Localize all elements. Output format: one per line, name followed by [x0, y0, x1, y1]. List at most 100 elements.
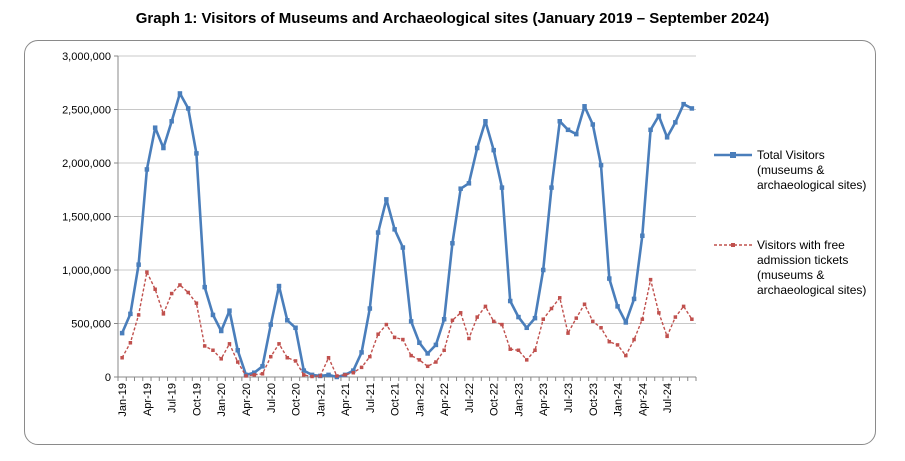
data-point-1: [574, 316, 579, 320]
data-point-0: [540, 267, 546, 273]
data-point-0: [351, 368, 356, 373]
legend-symbol-total: [714, 152, 752, 158]
data-point-1: [227, 342, 232, 346]
data-point-0: [417, 340, 422, 346]
chart-title: Graph 1: Visitors of Museums and Archaeo…: [135, 10, 770, 27]
legend-symbol-free: [714, 243, 752, 247]
data-point-0: [227, 308, 232, 313]
data-point-1: [293, 359, 298, 363]
data-point-1: [252, 373, 256, 377]
data-point-0: [136, 262, 141, 267]
data-point-1: [128, 341, 133, 345]
data-point-1: [541, 317, 545, 321]
data-point-0: [507, 298, 513, 304]
x-tick-label: Jul-23: [563, 383, 575, 413]
data-point-1: [417, 358, 422, 362]
data-point-0: [276, 283, 282, 289]
data-point-1: [425, 364, 430, 369]
gridlines: [118, 55, 696, 324]
data-point-1: [516, 348, 521, 352]
x-tick-label: Apr-22: [439, 383, 451, 416]
data-point-1: [260, 372, 265, 376]
data-point-0: [367, 306, 373, 311]
data-point-0: [375, 230, 381, 235]
data-point-1: [120, 355, 124, 360]
data-point-0: [152, 125, 158, 130]
data-point-1: [219, 357, 223, 361]
data-point-0: [532, 315, 538, 321]
x-tick-label: Oct-22: [489, 383, 501, 416]
x-tick-label: Apr-20: [241, 383, 253, 416]
data-point-0: [359, 350, 364, 355]
data-point-0: [549, 185, 554, 190]
y-tick-label: 1,000,000: [62, 265, 111, 277]
data-point-1: [681, 304, 686, 309]
x-tick-label: Jan-23: [513, 383, 525, 417]
data-point-0: [128, 311, 133, 317]
data-point-1: [376, 332, 380, 336]
data-point-0: [557, 119, 563, 124]
data-point-0: [210, 312, 216, 318]
data-point-1: [136, 313, 141, 317]
data-point-0: [392, 227, 397, 232]
data-point-0: [218, 328, 224, 334]
data-point-1: [161, 312, 166, 316]
data-point-0: [326, 372, 331, 378]
x-tick-label: Jan-20: [216, 383, 228, 417]
data-point-1: [153, 287, 157, 292]
data-point-1: [434, 360, 438, 364]
series-lines: [119, 91, 695, 380]
data-point-0: [433, 342, 439, 348]
data-point-1: [665, 334, 669, 339]
x-tick-label: Apr-21: [340, 383, 352, 416]
x-tick-label: Jul-22: [464, 383, 476, 413]
data-point-0: [491, 147, 496, 153]
data-point-0: [615, 304, 620, 309]
x-tick-label: Oct-21: [390, 383, 402, 416]
data-point-1: [169, 291, 174, 296]
data-point-0: [623, 320, 629, 325]
y-tick-label: 2,000,000: [62, 158, 111, 170]
data-point-0: [400, 245, 406, 250]
x-tick-label: Jul-24: [662, 383, 674, 413]
data-point-0: [144, 167, 150, 172]
data-point-0: [177, 91, 183, 96]
data-point-0: [194, 151, 199, 156]
data-point-0: [235, 348, 240, 353]
chart-frame: [24, 40, 876, 445]
data-point-1: [235, 360, 240, 364]
data-point-1: [591, 319, 595, 324]
legend-label-total: Total Visitors (museums & archaeological…: [757, 148, 867, 192]
x-tick-label: Apr-24: [637, 383, 649, 416]
data-point-0: [268, 322, 274, 327]
data-point-0: [458, 186, 463, 191]
data-point-1: [458, 311, 463, 315]
data-point-1: [326, 355, 331, 360]
data-point-0: [185, 106, 191, 111]
data-point-1: [335, 374, 339, 378]
data-point-0: [516, 314, 521, 320]
data-point-1: [269, 354, 273, 359]
data-point-1: [145, 270, 149, 274]
x-tick-label: Jan-21: [315, 383, 327, 417]
data-point-1: [615, 343, 620, 347]
data-point-0: [648, 127, 653, 133]
data-point-0: [664, 135, 670, 140]
data-point-0: [640, 233, 645, 239]
data-point-1: [285, 355, 290, 360]
data-point-1: [599, 326, 603, 330]
data-point-0: [681, 101, 686, 107]
data-point-1: [384, 322, 389, 327]
data-point-1: [392, 335, 397, 340]
data-point-0: [565, 127, 571, 133]
data-point-1: [318, 374, 323, 378]
data-point-1: [648, 277, 653, 282]
x-tick-label: Jul-21: [365, 383, 377, 413]
x-tick-label: Jan-22: [414, 383, 426, 417]
data-point-0: [408, 319, 414, 324]
data-point-1: [491, 319, 496, 324]
data-point-1: [401, 337, 405, 342]
data-point-1: [483, 304, 488, 309]
data-point-1: [640, 317, 645, 321]
